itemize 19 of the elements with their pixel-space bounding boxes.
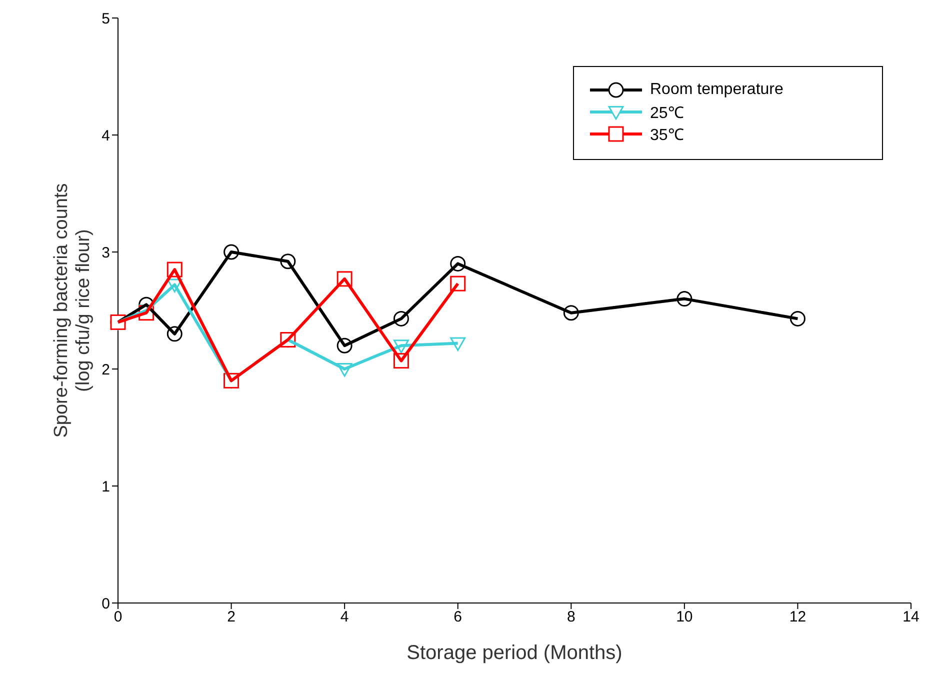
y-tick-label: 4	[102, 127, 110, 144]
x-tick-label: 0	[114, 608, 122, 626]
x-tick-label: 8	[566, 608, 576, 626]
legend-label: 25℃	[650, 104, 684, 123]
x-axis-title: Storage period (Months)	[406, 642, 622, 664]
y-axis-title: Spore-forming bacteria counts (log cfu/g rice flour)	[51, 183, 94, 438]
legend-label: 35℃	[650, 126, 684, 145]
x-tick-label: 2	[227, 608, 236, 626]
y-tick-label: 2	[102, 361, 110, 378]
y-tick-label: 5	[102, 10, 110, 28]
legend-label: Room temperature	[650, 81, 784, 99]
x-tick-label: 4	[340, 608, 349, 626]
y-tick-label: 1	[102, 478, 110, 496]
x-tick-label: 6	[454, 608, 462, 626]
y-tick-label: 3	[102, 244, 110, 262]
y-tick-label: 0	[102, 595, 110, 612]
x-tick-label: 12	[789, 608, 806, 626]
x-tick-label: 14	[902, 608, 920, 626]
x-tick-label: 10	[676, 608, 693, 626]
